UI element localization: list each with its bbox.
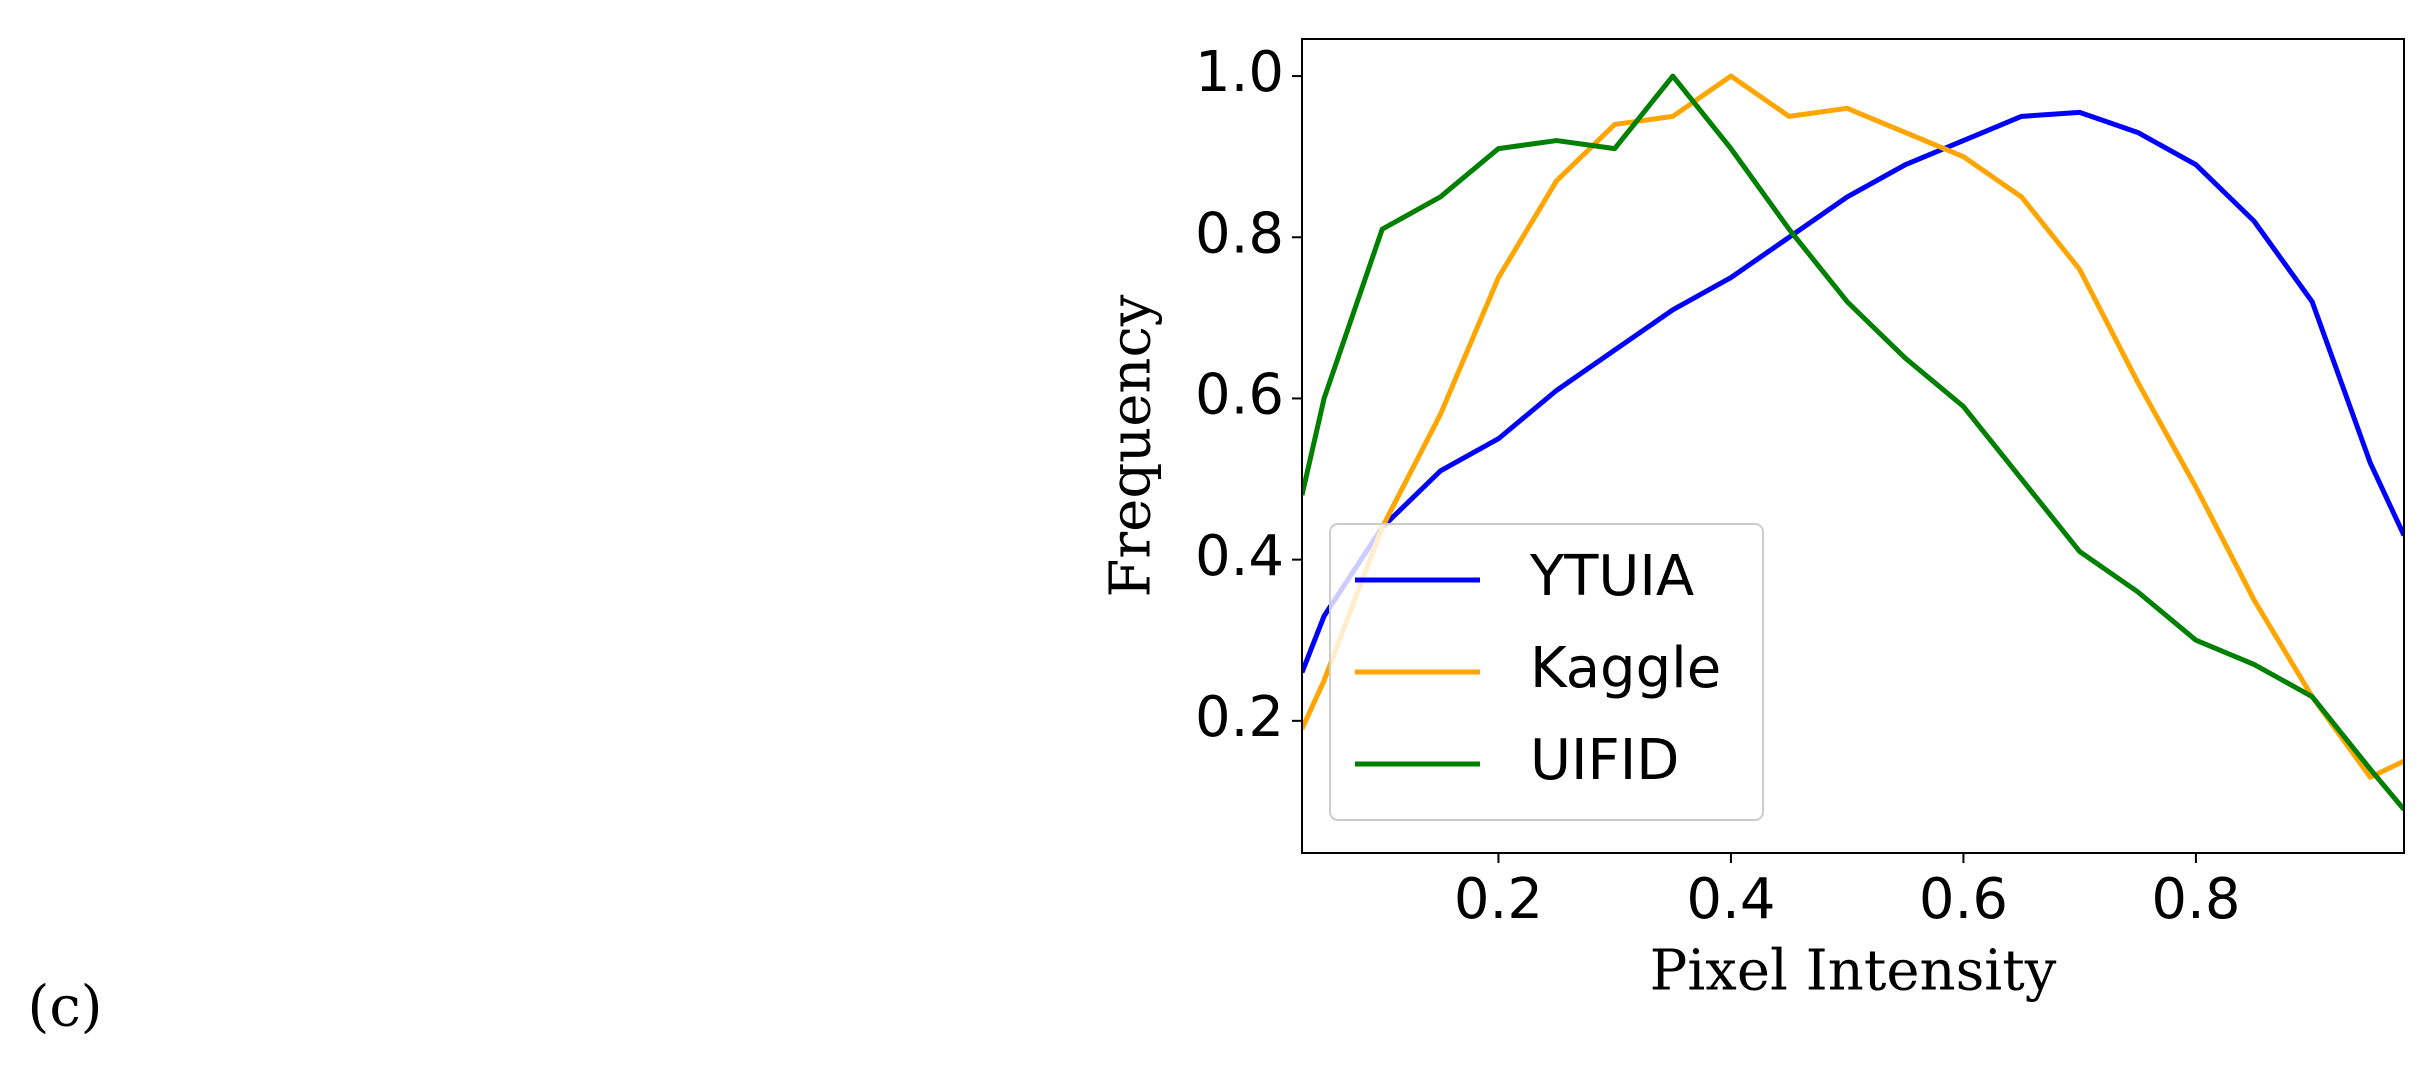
line-series [1302, 73, 2404, 812]
x-tick-label: 0.4 [1686, 867, 1775, 932]
x-tick-label: 0.2 [1454, 867, 1543, 932]
y-tick-label: 0.4 [1195, 524, 1284, 589]
x-tick-label: 0.8 [2151, 867, 2240, 932]
legend-label: UIFID [1530, 728, 1679, 793]
y-axis-label: Frequency [1099, 294, 1164, 597]
y-tick-label: 0.2 [1195, 685, 1284, 750]
y-tick-label: 1.0 [1195, 40, 1284, 105]
y-tick-label: 0.6 [1195, 363, 1284, 428]
plot-frame [1301, 38, 2405, 854]
legend-label: YTUIA [1529, 544, 1694, 609]
y-tick-label: 0.8 [1195, 201, 1284, 266]
x-axis-label: Pixel Intensity [1650, 939, 2057, 1004]
legend-box [1329, 523, 1764, 821]
line-series [1302, 73, 2404, 780]
line-series [1302, 109, 2404, 674]
legend-label: Kaggle [1530, 636, 1721, 701]
panel-label: (c) [27, 975, 102, 1040]
x-tick-label: 0.6 [1919, 867, 2008, 932]
